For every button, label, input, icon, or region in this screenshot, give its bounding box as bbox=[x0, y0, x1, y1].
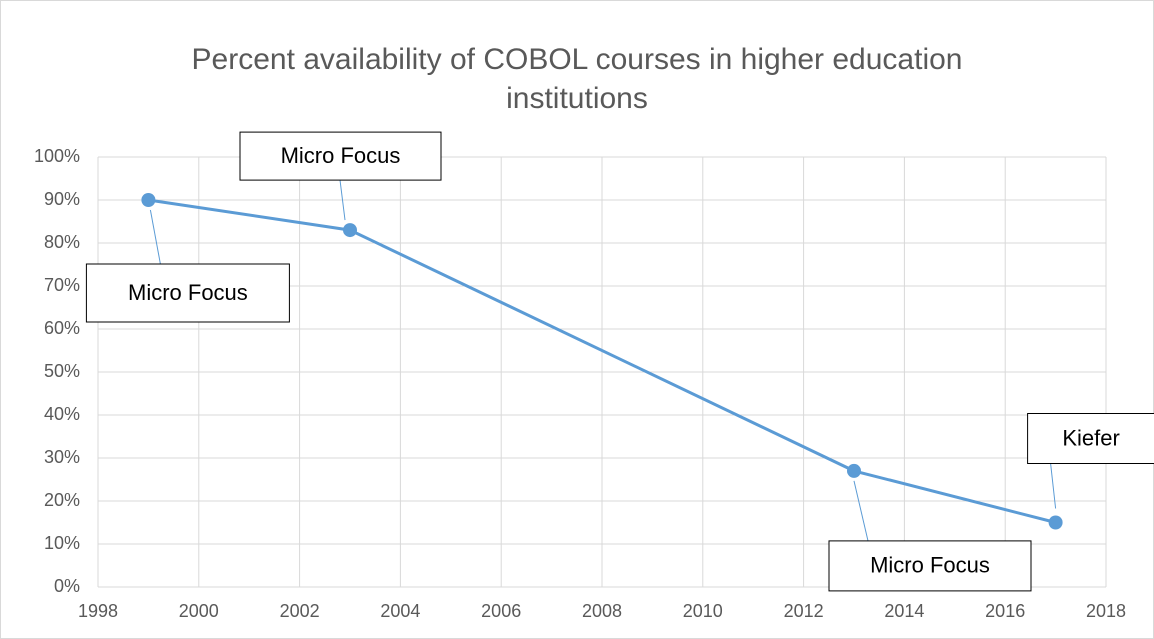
y-tick-label: 10% bbox=[44, 533, 80, 553]
data-point bbox=[141, 193, 156, 207]
leader-line bbox=[853, 480, 869, 542]
data-point bbox=[1048, 515, 1063, 530]
point-label: Micro Focus bbox=[870, 553, 990, 578]
chart-title: Percent availability of COBOL courses in… bbox=[191, 43, 963, 115]
leader-line bbox=[339, 180, 346, 221]
x-tick-label: 2012 bbox=[784, 601, 824, 621]
x-tick-label: 2008 bbox=[582, 601, 622, 621]
x-tick-label: 2004 bbox=[380, 601, 420, 621]
x-tick-label: 1998 bbox=[78, 601, 118, 621]
y-tick-label: 50% bbox=[44, 361, 80, 381]
y-tick-label: 60% bbox=[44, 318, 80, 338]
x-tick-label: 2002 bbox=[280, 601, 320, 621]
x-tick-label: 2016 bbox=[985, 601, 1025, 621]
y-tick-label: 70% bbox=[44, 275, 80, 295]
x-tick-label: 2006 bbox=[481, 601, 521, 621]
y-tick-label: 20% bbox=[44, 490, 80, 510]
y-tick-label: 100% bbox=[34, 146, 80, 166]
point-label: Micro Focus bbox=[281, 143, 401, 168]
label-box bbox=[239, 131, 442, 181]
data-point bbox=[343, 223, 357, 238]
x-tick-label: 2014 bbox=[884, 601, 924, 621]
leader-line bbox=[1050, 463, 1057, 509]
y-tick-label: 30% bbox=[44, 447, 80, 467]
leader-line bbox=[149, 209, 161, 265]
data-point bbox=[847, 463, 861, 478]
y-tick-label: 90% bbox=[44, 189, 80, 209]
x-tick-label: 2018 bbox=[1086, 601, 1126, 621]
x-tick-label: 2010 bbox=[683, 601, 723, 621]
y-tick-label: 40% bbox=[44, 404, 80, 424]
x-tick-label: 2000 bbox=[179, 601, 219, 621]
label-box bbox=[828, 540, 1032, 592]
y-tick-label: 80% bbox=[44, 232, 80, 252]
label-box bbox=[1027, 413, 1154, 464]
point-label: Kiefer bbox=[1062, 425, 1119, 450]
label-box bbox=[85, 263, 290, 323]
y-tick-label: 0% bbox=[54, 576, 80, 596]
point-label: Micro Focus bbox=[128, 280, 248, 305]
data-line bbox=[148, 198, 1056, 524]
